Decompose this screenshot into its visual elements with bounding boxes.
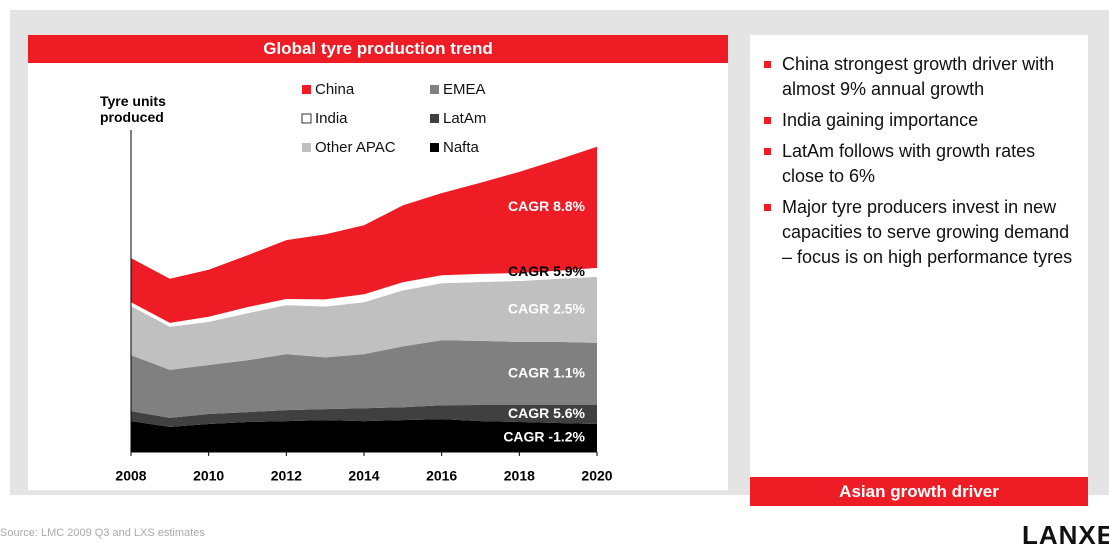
y-axis-label: Tyre units produced [100,93,166,125]
area [131,419,597,452]
bullet: Major tyre producers invest in new capac… [762,195,1082,270]
x-tick-label: 2016 [426,468,457,484]
legend-label: Nafta [443,139,480,156]
legend-swatch [301,113,312,124]
side-panel [750,35,1088,506]
legend-swatch [430,85,439,94]
slide: Global tyre production trend China stron… [0,10,1109,550]
area [131,340,597,418]
cagr-label: CAGR -1.2% [503,429,585,445]
bullet: LatAm follows with growth rates close to… [762,139,1082,189]
bullet: China strongest growth driver with almos… [762,52,1082,102]
side-footer: Asian growth driver [750,477,1088,506]
legend-swatch [430,114,439,123]
legend-label: China [315,81,355,98]
x-tick-label: 2014 [348,468,379,484]
x-tick-label: 2018 [504,468,535,484]
area [131,146,597,323]
x-tick-label: 2010 [193,468,224,484]
area [131,404,597,427]
legend-label: India [315,110,348,127]
x-tick-label: 2012 [271,468,302,484]
cagr-label: CAGR 8.8% [508,198,586,214]
cagr-label: CAGR 1.1% [508,365,586,381]
cagr-label: CAGR 2.5% [508,301,586,317]
cagr-label: CAGR 5.6% [508,405,586,421]
bullet: India gaining importance [762,108,1082,133]
legend-swatch [430,143,439,152]
x-tick-label: 2020 [581,468,612,484]
legend-label: LatAm [443,110,486,127]
cagr-label: CAGR 5.9% [508,263,586,279]
legend-swatch [302,143,311,152]
source-note: Source: LMC 2009 Q3 and LXS estimates [0,527,205,539]
legend-label: Other APAC [315,139,396,156]
chart: CAGR 8.8% CAGR 5.9% CAGR 2.5% CAGR 1.1% CAGR… [115,81,612,484]
legend-swatch [302,85,311,94]
chart-title: Global tyre production trend [28,35,728,63]
x-tick-label: 2008 [115,468,146,484]
legend-label: EMEA [443,81,486,98]
bullet-list: China strongest growth driver with almos… [762,52,1082,276]
area [131,276,597,370]
area [131,267,597,327]
